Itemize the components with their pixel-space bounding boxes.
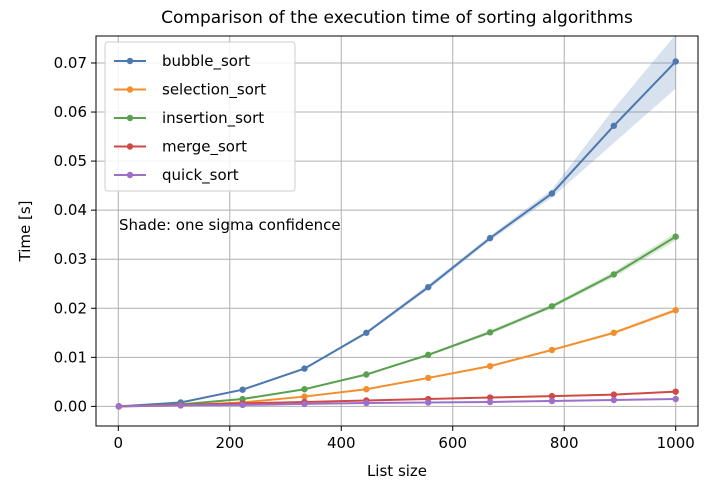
data-point-selection_sort bbox=[548, 346, 556, 354]
data-point-bubble_sort bbox=[486, 234, 494, 242]
series-line-selection_sort bbox=[118, 309, 677, 408]
x-axis-ticks: 0 200 400 600 800 1000 bbox=[114, 426, 695, 452]
legend-marker-bubble_sort bbox=[126, 57, 134, 65]
y-tick-label: 0.04 bbox=[54, 201, 87, 219]
data-point-quick_sort bbox=[610, 396, 618, 404]
legend-marker-merge_sort bbox=[126, 143, 134, 150]
data-point-insertion_sort bbox=[486, 329, 494, 336]
data-point-quick_sort bbox=[548, 397, 556, 405]
x-tick-label: 800 bbox=[550, 434, 579, 452]
data-point-bubble_sort bbox=[239, 386, 246, 393]
chart-title: Comparison of the execution time of sort… bbox=[161, 8, 633, 28]
data-point-selection_sort bbox=[363, 386, 370, 393]
y-tick-label: 0.03 bbox=[54, 250, 87, 268]
series-line-merge_sort bbox=[118, 390, 676, 408]
data-point-merge_sort bbox=[548, 392, 556, 400]
data-point-insertion_sort bbox=[548, 303, 556, 310]
series-line-quick_sort bbox=[118, 398, 676, 408]
data-point-quick_sort bbox=[239, 401, 246, 409]
x-tick-label: 0 bbox=[114, 434, 124, 452]
data-point-selection_sort bbox=[301, 393, 308, 400]
data-point-quick_sort bbox=[363, 399, 370, 407]
data-point-selection_sort bbox=[610, 329, 618, 336]
legend-marker-selection_sort bbox=[126, 86, 134, 93]
data-point-insertion_sort bbox=[239, 395, 246, 403]
data-point-insertion_sort bbox=[363, 371, 370, 378]
annotation-text: Shade: one sigma confidence bbox=[119, 216, 341, 234]
series-points bbox=[115, 58, 679, 410]
data-point-merge_sort bbox=[486, 394, 494, 401]
legend: bubble_sort selection_sort insertion_sortm… bbox=[104, 41, 296, 192]
legend-label-bubble_sort: bubble_sort bbox=[162, 52, 250, 71]
y-tick-label: 0.07 bbox=[54, 54, 87, 72]
data-point-merge_sort bbox=[610, 391, 618, 398]
data-point-bubble_sort bbox=[301, 365, 308, 372]
legend-label-insertion_sort: insertion_sort bbox=[162, 109, 264, 128]
x-tick-label: 400 bbox=[327, 434, 356, 452]
data-point-merge_sort bbox=[672, 388, 679, 395]
y-tick-label: 0.00 bbox=[54, 397, 87, 415]
data-point-bubble_sort bbox=[672, 58, 679, 65]
x-tick-label: 1000 bbox=[657, 434, 695, 452]
x-tick-label: 200 bbox=[215, 434, 244, 452]
legend-label-quick_sort: quick_sort bbox=[162, 166, 239, 185]
data-point-quick_sort bbox=[486, 398, 494, 406]
data-point-bubble_sort bbox=[363, 329, 370, 336]
legend-label-selection_sort: selection_sort bbox=[162, 81, 266, 100]
data-point-quick_sort bbox=[301, 400, 308, 408]
data-point-bubble_sort bbox=[425, 283, 432, 291]
data-point-insertion_sort bbox=[610, 271, 618, 278]
data-point-quick_sort bbox=[177, 402, 184, 409]
data-point-selection_sort bbox=[486, 362, 494, 370]
data-point-quick_sort bbox=[115, 403, 123, 410]
x-tick-label: 600 bbox=[438, 434, 467, 452]
x-axis-label: List size bbox=[367, 462, 427, 480]
legend-marker-quick_sort bbox=[126, 171, 134, 179]
data-point-insertion_sort bbox=[672, 233, 679, 240]
legend-label-merge_sort: merge_sort bbox=[162, 138, 247, 157]
plot-frame bbox=[95, 35, 699, 427]
legend-box bbox=[104, 41, 296, 192]
y-tick-label: 0.02 bbox=[54, 299, 87, 317]
series-line-insertion_sort bbox=[118, 235, 677, 408]
y-tick-label: 0.06 bbox=[54, 103, 87, 121]
data-point-quick_sort bbox=[672, 395, 679, 403]
legend-marker-insertion_sort bbox=[126, 114, 134, 122]
data-point-insertion_sort bbox=[425, 351, 432, 359]
data-point-quick_sort bbox=[425, 399, 432, 406]
y-tick-label: 0.01 bbox=[54, 348, 87, 366]
y-axis-ticks: 0.00 0.01 0.02 0.03 0.04 0.05 0.06 0.07 bbox=[54, 54, 96, 415]
data-point-bubble_sort bbox=[610, 122, 618, 129]
series-line-bubble_sort bbox=[118, 60, 677, 408]
data-point-bubble_sort bbox=[548, 190, 556, 197]
y-axis-label: Time [s] bbox=[16, 201, 34, 263]
y-tick-label: 0.05 bbox=[54, 152, 87, 170]
data-point-insertion_sort bbox=[301, 386, 308, 393]
data-point-selection_sort bbox=[425, 374, 432, 382]
series-lines bbox=[118, 60, 677, 408]
data-point-selection_sort bbox=[672, 307, 679, 314]
